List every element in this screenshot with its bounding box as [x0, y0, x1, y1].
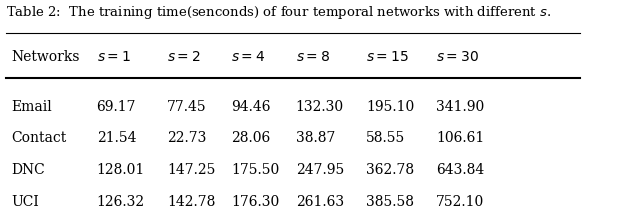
- Text: 126.32: 126.32: [97, 195, 145, 209]
- Text: 21.54: 21.54: [97, 131, 136, 145]
- Text: 94.46: 94.46: [231, 100, 271, 114]
- Text: 28.06: 28.06: [231, 131, 271, 145]
- Text: 261.63: 261.63: [296, 195, 344, 209]
- Text: 38.87: 38.87: [296, 131, 335, 145]
- Text: 128.01: 128.01: [97, 163, 145, 177]
- Text: 195.10: 195.10: [366, 100, 414, 114]
- Text: 77.45: 77.45: [167, 100, 207, 114]
- Text: 752.10: 752.10: [436, 195, 484, 209]
- Text: 147.25: 147.25: [167, 163, 215, 177]
- Text: Email: Email: [12, 100, 52, 114]
- Text: 69.17: 69.17: [97, 100, 136, 114]
- Text: 106.61: 106.61: [436, 131, 484, 145]
- Text: Contact: Contact: [12, 131, 67, 145]
- Text: 175.50: 175.50: [231, 163, 280, 177]
- Text: 58.55: 58.55: [366, 131, 405, 145]
- Text: $s=15$: $s=15$: [366, 50, 409, 64]
- Text: $s=30$: $s=30$: [436, 50, 479, 64]
- Text: 362.78: 362.78: [366, 163, 414, 177]
- Text: 142.78: 142.78: [167, 195, 215, 209]
- Text: UCI: UCI: [12, 195, 40, 209]
- Text: 385.58: 385.58: [366, 195, 414, 209]
- Text: DNC: DNC: [12, 163, 45, 177]
- Text: $s=2$: $s=2$: [167, 50, 200, 64]
- Text: 247.95: 247.95: [296, 163, 344, 177]
- Text: $s=8$: $s=8$: [296, 50, 330, 64]
- Text: 643.84: 643.84: [436, 163, 484, 177]
- Text: $s=1$: $s=1$: [97, 50, 131, 64]
- Text: Networks: Networks: [12, 50, 80, 64]
- Text: 132.30: 132.30: [296, 100, 344, 114]
- Text: $s=4$: $s=4$: [231, 50, 266, 64]
- Text: 176.30: 176.30: [231, 195, 280, 209]
- Text: 341.90: 341.90: [436, 100, 484, 114]
- Text: 22.73: 22.73: [167, 131, 206, 145]
- Text: Table 2:  The training time(senconds) of four temporal networks with different $: Table 2: The training time(senconds) of …: [6, 4, 551, 21]
